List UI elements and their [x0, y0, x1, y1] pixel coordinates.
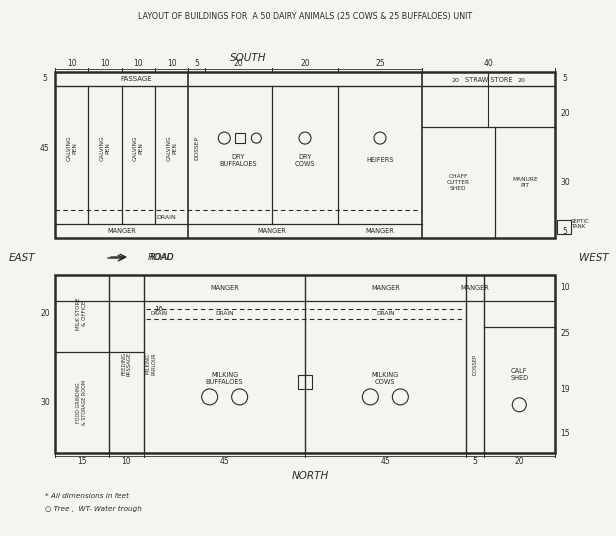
Text: 20: 20 — [233, 59, 243, 69]
Text: MANGER: MANGER — [460, 285, 489, 291]
Bar — [55, 275, 555, 453]
Text: MANGER: MANGER — [257, 228, 286, 234]
Text: 5: 5 — [562, 75, 567, 84]
Text: 5: 5 — [562, 227, 567, 236]
Text: DRAIN: DRAIN — [216, 311, 234, 316]
Text: 16: 16 — [154, 306, 163, 312]
Bar — [235, 133, 245, 143]
Text: MILKING
BUFFALOES: MILKING BUFFALOES — [206, 373, 243, 385]
Text: CALVING
PEN: CALVING PEN — [100, 135, 110, 161]
Text: DRAIN: DRAIN — [151, 311, 168, 316]
Text: MANGER: MANGER — [371, 285, 400, 291]
Text: 20: 20 — [300, 59, 310, 69]
Text: 30: 30 — [40, 398, 50, 407]
Text: ROAD: ROAD — [148, 252, 174, 262]
Text: DOSSEP: DOSSEP — [194, 136, 199, 160]
Text: PASSAGE: PASSAGE — [121, 76, 153, 82]
Bar — [557, 220, 571, 234]
Text: 10: 10 — [134, 59, 143, 69]
Text: ○ Tree ,  WT- Water trough: ○ Tree , WT- Water trough — [45, 506, 142, 512]
Text: 5: 5 — [472, 458, 477, 466]
Text: 10: 10 — [121, 458, 131, 466]
Text: 25: 25 — [375, 59, 385, 69]
Text: MANGER: MANGER — [365, 228, 394, 234]
Text: 45: 45 — [40, 144, 50, 153]
Text: MILKING
COWS: MILKING COWS — [371, 373, 399, 385]
Text: CALVING
PEN: CALVING PEN — [166, 135, 177, 161]
Text: ROAD: ROAD — [150, 254, 175, 263]
Text: FOOD GRINDING
& STORAGE ROOM: FOOD GRINDING & STORAGE ROOM — [76, 380, 87, 425]
Text: WEST: WEST — [579, 253, 609, 263]
Bar — [298, 375, 312, 389]
Text: 10: 10 — [560, 284, 570, 293]
Text: DOSSEP: DOSSEP — [472, 353, 477, 375]
Text: 5: 5 — [43, 75, 47, 84]
Text: MANGER: MANGER — [107, 228, 136, 234]
Text: 20: 20 — [40, 309, 50, 318]
Text: MANGER: MANGER — [210, 285, 239, 291]
Text: 20: 20 — [451, 78, 459, 83]
Text: 10: 10 — [167, 59, 176, 69]
Text: DRY
BUFFALOES: DRY BUFFALOES — [219, 154, 257, 167]
Text: 5: 5 — [194, 59, 199, 69]
Text: * All dimensions in feet: * All dimensions in feet — [45, 493, 129, 499]
Text: 20: 20 — [514, 458, 524, 466]
Text: SOUTH: SOUTH — [230, 53, 266, 63]
Text: MILKING
PARLOUR: MILKING PARLOUR — [146, 353, 156, 375]
Text: EAST: EAST — [9, 253, 35, 263]
Text: DRAIN: DRAIN — [157, 215, 177, 220]
Text: NORTH: NORTH — [291, 471, 328, 481]
Text: MANURE
PIT: MANURE PIT — [512, 177, 538, 188]
Text: CALVING
PEN: CALVING PEN — [67, 135, 77, 161]
Text: CALVING
PEN: CALVING PEN — [133, 135, 144, 161]
Text: 10: 10 — [67, 59, 76, 69]
Text: STRAW STORE: STRAW STORE — [464, 77, 512, 83]
Text: 40: 40 — [484, 59, 493, 69]
Text: 10: 10 — [100, 59, 110, 69]
Text: DRAIN: DRAIN — [376, 311, 395, 316]
Text: 19: 19 — [560, 385, 570, 394]
Text: LAYOUT OF BUILDINGS FOR  A 50 DAIRY ANIMALS (25 COWS & 25 BUFFALOES) UNIT: LAYOUT OF BUILDINGS FOR A 50 DAIRY ANIMA… — [138, 11, 472, 20]
Text: 20: 20 — [517, 78, 525, 83]
Text: 15: 15 — [77, 458, 87, 466]
Text: MILK STORE
& OFFICE: MILK STORE & OFFICE — [76, 297, 87, 330]
Bar — [55, 72, 555, 238]
Text: 20: 20 — [560, 109, 570, 118]
Text: 45: 45 — [220, 458, 230, 466]
Text: 25: 25 — [560, 329, 570, 338]
Text: FEEDING
PASSAGE: FEEDING PASSAGE — [121, 352, 132, 376]
Text: CHAFF
CUTTER
SHED: CHAFF CUTTER SHED — [447, 174, 470, 191]
Text: CALF
SHED: CALF SHED — [510, 368, 529, 381]
Text: HEIFERS: HEIFERS — [367, 157, 394, 163]
Text: SEPTIC
TANK: SEPTIC TANK — [571, 219, 590, 229]
Text: 15: 15 — [560, 429, 570, 438]
Text: 45: 45 — [381, 458, 390, 466]
Text: 30: 30 — [560, 178, 570, 187]
Text: DRY
COWS: DRY COWS — [294, 154, 315, 167]
